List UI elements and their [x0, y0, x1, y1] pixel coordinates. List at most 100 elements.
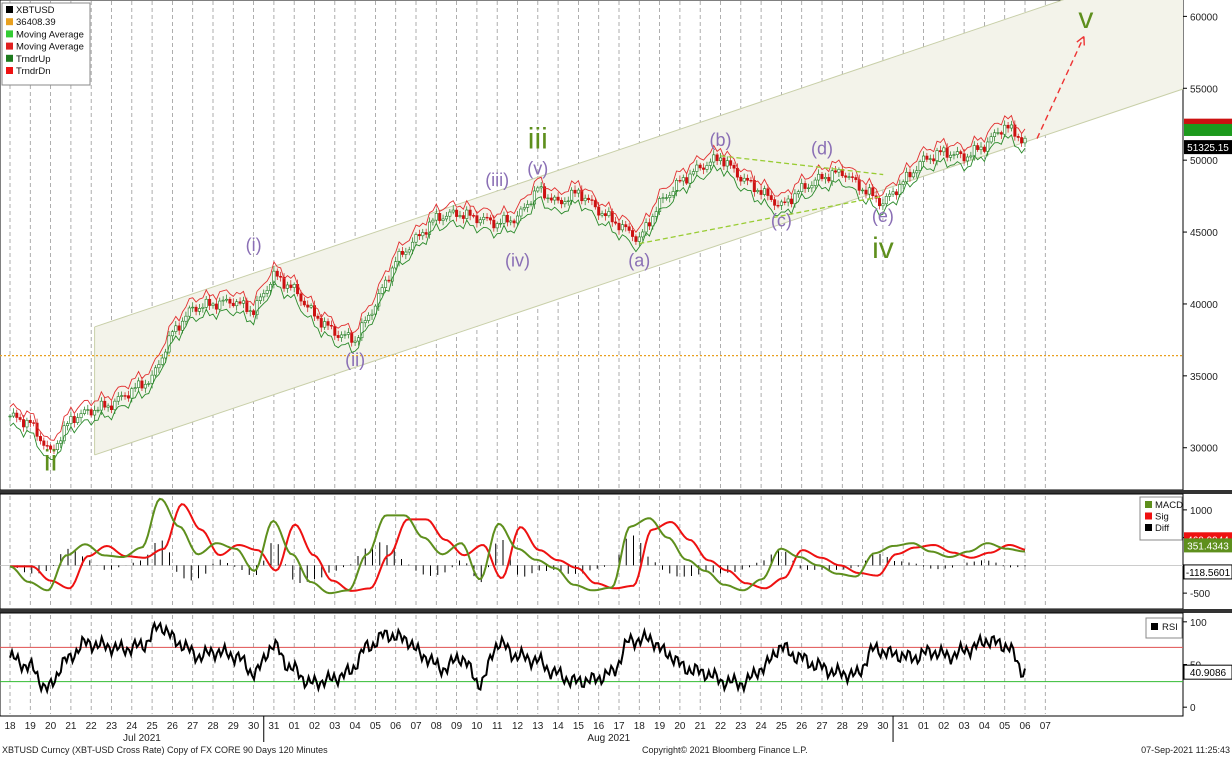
candle-body — [428, 221, 432, 235]
candle-body — [976, 145, 980, 150]
footer-right: 07-Sep-2021 11:25:43 — [1141, 745, 1230, 755]
candle-body — [353, 340, 357, 343]
candle-body — [620, 224, 624, 231]
candle-body — [302, 300, 306, 306]
candle-body — [675, 180, 679, 192]
panel-divider-2 — [0, 609, 1232, 613]
candle-body — [905, 171, 909, 183]
candle-body — [201, 306, 205, 309]
candle-body — [617, 222, 621, 231]
candle-body — [157, 364, 161, 369]
candle-body — [864, 189, 868, 195]
day-tick-label: 17 — [613, 721, 625, 732]
legend-label: TrndrUp — [16, 54, 51, 65]
tag-green — [1184, 123, 1232, 136]
candle-body — [982, 146, 986, 152]
candle-body — [69, 416, 73, 424]
day-tick-label: 16 — [593, 721, 605, 732]
candle-body — [66, 423, 70, 427]
candle-body — [654, 211, 658, 217]
candle-body — [421, 232, 425, 237]
day-tick-label: 30 — [877, 721, 889, 732]
candle-body — [1013, 124, 1017, 137]
candle-body — [553, 196, 557, 201]
day-tick-label: 07 — [1040, 721, 1052, 732]
candle-body — [32, 422, 36, 424]
day-tick-label: 29 — [857, 721, 869, 732]
candle-body — [729, 160, 733, 166]
candle-body — [245, 300, 249, 312]
candle-body — [624, 224, 628, 228]
candle-body — [404, 251, 408, 255]
candle-body — [319, 318, 323, 328]
candle-body — [742, 177, 746, 182]
day-tick-label: 01 — [289, 721, 301, 732]
candle-body — [546, 197, 550, 200]
macd-tag — [1183, 564, 1232, 580]
macd-legend-swatch — [1145, 524, 1152, 531]
candle-body — [570, 189, 574, 202]
candle-body — [309, 305, 313, 308]
candle-body — [942, 147, 946, 153]
candle-body — [485, 216, 489, 219]
macd-tag — [1184, 538, 1232, 553]
candle-body — [42, 440, 46, 446]
candle-body — [597, 206, 601, 216]
candle-body — [451, 209, 455, 213]
tag-last — [1184, 140, 1232, 155]
candle-body — [285, 284, 289, 289]
day-tick-label: 31 — [898, 721, 910, 732]
candle-body — [248, 310, 252, 312]
candle-body — [306, 304, 310, 308]
candle-body — [806, 187, 810, 189]
candle-body — [211, 303, 215, 306]
legend-swatch — [6, 30, 13, 38]
candle-body — [522, 207, 526, 210]
day-tick-label: 18 — [634, 721, 646, 732]
candle-body — [803, 183, 807, 189]
day-tick-label: 20 — [45, 721, 57, 732]
day-tick-label: 30 — [248, 721, 260, 732]
candle-body — [844, 175, 848, 178]
candle-body — [360, 322, 364, 339]
candle-body — [448, 211, 452, 217]
candle-body — [133, 387, 137, 389]
candle-body — [444, 215, 448, 220]
candle-body — [89, 409, 93, 416]
candle-body — [590, 199, 594, 201]
candle-body — [891, 191, 895, 195]
candle-body — [817, 173, 821, 181]
candle-body — [688, 173, 692, 184]
candle-body — [685, 177, 689, 184]
day-tick-label: 02 — [938, 721, 950, 732]
candle-body — [587, 197, 591, 201]
macd-line — [9, 497, 1026, 595]
candle-body — [370, 313, 374, 316]
price-tick-label: 45000 — [1190, 228, 1218, 239]
day-tick-label: 05 — [999, 721, 1011, 732]
candle-body — [191, 306, 195, 309]
candle-body — [336, 335, 340, 338]
footer-center: Copyright© 2021 Bloomberg Finance L.P. — [642, 745, 808, 755]
day-tick-label: 31 — [268, 721, 280, 732]
candle-body — [810, 185, 814, 189]
price-tick-label: 40000 — [1190, 300, 1218, 311]
candle-body — [414, 234, 418, 243]
candle-body — [945, 147, 949, 158]
wave-label-v: (v) — [527, 159, 548, 179]
candle-body — [343, 334, 347, 336]
candle-body — [725, 160, 729, 167]
candle-body — [22, 419, 26, 428]
candle-body — [86, 409, 90, 411]
candle-body — [79, 413, 83, 418]
candle-body — [861, 189, 865, 192]
candle-body — [878, 198, 882, 207]
candle-body — [827, 177, 831, 182]
candle-body — [103, 400, 107, 408]
candle-body — [566, 200, 570, 202]
candle-body — [499, 222, 503, 225]
day-tick-label: 19 — [25, 721, 37, 732]
day-tick-label: 25 — [147, 721, 159, 732]
candle-body — [181, 320, 185, 331]
